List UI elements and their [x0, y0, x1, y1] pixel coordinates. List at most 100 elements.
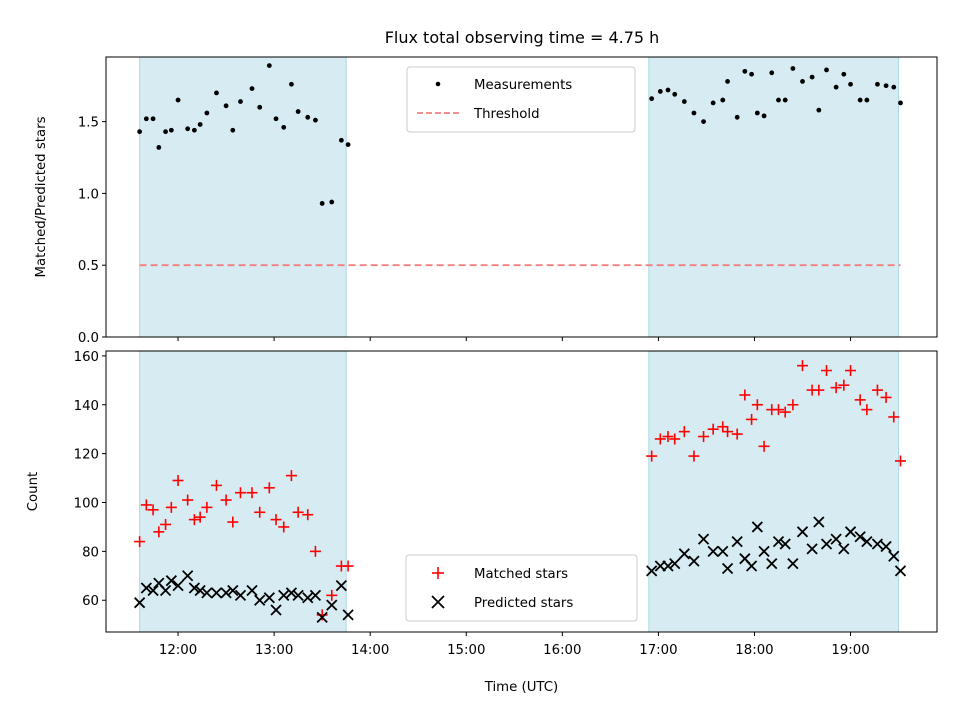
- bottom-y-tick-label-2: 100: [74, 496, 99, 511]
- measurement-point: [329, 199, 335, 205]
- predicted-star-point: [159, 584, 172, 597]
- predicted-star-point: [172, 579, 184, 592]
- measurement-point: [701, 119, 706, 125]
- legend-measurements-marker: [435, 81, 441, 87]
- predicted-star-point: [861, 535, 873, 548]
- top-legend-box: [406, 66, 636, 133]
- bottom-x-tick-label-3: 15:00: [447, 643, 485, 658]
- x-axis-label: Time (UTC): [484, 680, 559, 695]
- bottom-x-tick-label-7: 19:00: [831, 643, 869, 658]
- predicted-star-point: [278, 589, 290, 601]
- measurement-point: [883, 83, 889, 89]
- measurement-point: [710, 100, 716, 106]
- measurement-point: [168, 127, 174, 133]
- measurement-point: [238, 99, 243, 104]
- figure-title: Flux total observing time = 4.75 h: [385, 28, 660, 47]
- bottom-y-tick-label-4: 140: [74, 399, 99, 414]
- predicted-star-point: [854, 531, 866, 543]
- predicted-star-point: [646, 565, 658, 577]
- matched-star-point: [678, 426, 690, 438]
- matched-star-point: [160, 518, 172, 530]
- predicted-star-point: [227, 584, 239, 597]
- measurement-point: [776, 97, 781, 103]
- bottom-x-tick-label-4: 16:00: [543, 643, 581, 658]
- top-y-tick-label-0: 0.0: [78, 331, 99, 346]
- measurement-point: [681, 99, 687, 104]
- measurement-point: [864, 97, 870, 103]
- measurement-point: [281, 124, 287, 130]
- predicted-star-point: [796, 526, 809, 538]
- measurement-point: [185, 126, 191, 132]
- matched-star-point: [758, 440, 770, 452]
- predicted-star-point: [342, 609, 354, 621]
- measurement-point: [769, 70, 775, 76]
- measurement-point: [345, 142, 351, 147]
- measurement-point: [891, 84, 897, 90]
- measurement-point: [725, 79, 730, 84]
- predicted-star-point: [669, 557, 681, 570]
- measurement-point: [163, 129, 168, 135]
- matched-star-point: [172, 475, 184, 487]
- bottom-shaded-interval-0: [139, 350, 347, 633]
- top-y-tick-label-1: 0.5: [78, 259, 99, 274]
- top-axes-frame: [105, 56, 938, 338]
- predicted-star-point: [270, 604, 282, 616]
- legend-threshold-label: Threshold: [473, 107, 540, 122]
- matched-star-point: [234, 487, 246, 499]
- measurement-point: [742, 68, 748, 74]
- measurement-point: [657, 89, 663, 94]
- measurement-point: [720, 97, 726, 103]
- matched-star-point: [698, 431, 710, 443]
- measurement-point: [191, 127, 197, 133]
- bottom-y-tick-label-3: 120: [74, 448, 99, 463]
- measurement-point: [841, 71, 847, 77]
- measurement-point: [833, 84, 839, 90]
- predicted-star-point: [309, 589, 322, 601]
- matched-star-point: [147, 504, 159, 516]
- measurement-point: [197, 122, 203, 127]
- measurement-point: [857, 97, 863, 103]
- measurement-point: [800, 79, 805, 84]
- matched-star-point: [854, 394, 866, 406]
- matched-star-point: [669, 433, 681, 445]
- predicted-star-point: [292, 589, 304, 601]
- bottom-x-tick-label-5: 17:00: [639, 643, 677, 658]
- bottom-y-tick-label-1: 80: [82, 545, 99, 560]
- matched-star-point: [270, 514, 282, 526]
- measurement-point: [319, 201, 325, 206]
- measurement-point: [295, 109, 301, 114]
- top-x-ticks: [177, 337, 852, 341]
- predicted-star-point: [787, 557, 799, 570]
- predicted-star-point: [165, 575, 177, 587]
- predicted-star-point: [707, 545, 719, 558]
- matched-star-point: [134, 536, 146, 548]
- measurement-points: [137, 63, 903, 206]
- matched-star-point: [201, 501, 213, 513]
- matched-star-point: [871, 384, 883, 396]
- bottom-y-ticks: 60 80 100 120 140 160: [74, 350, 106, 609]
- matched-star-point: [894, 455, 906, 467]
- measurement-point: [754, 110, 760, 116]
- predicted-star-point: [194, 584, 206, 597]
- measurement-point: [809, 74, 815, 80]
- predicted-star-point: [871, 538, 884, 550]
- bottom-shaded-intervals: [139, 350, 900, 633]
- matched-star-point: [830, 382, 842, 394]
- matched-star-point: [140, 499, 152, 511]
- matched-star-point: [246, 487, 258, 499]
- matched-star-point: [182, 494, 194, 506]
- matched-star-point: [772, 404, 784, 416]
- predicted-star-point: [678, 548, 690, 560]
- matched-star-point: [751, 399, 763, 411]
- predicted-star-point: [844, 526, 857, 538]
- matched-star-point: [746, 413, 758, 425]
- matched-star-point: [731, 428, 743, 440]
- top-shaded-intervals: [139, 56, 900, 338]
- bottom-x-ticks: 12:00 13:00 14:00 15:00 16:00 17:00 18:00 19:00: [159, 632, 870, 658]
- top-y-tick-label-2: 1.0: [78, 187, 99, 202]
- bottom-x-tick-label-0: 12:00: [159, 643, 197, 658]
- legend-predicted-marker: [431, 595, 445, 609]
- measurement-point: [257, 104, 263, 110]
- predicted-star-point: [234, 589, 247, 601]
- legend-matched-label: Matched stars: [474, 567, 568, 582]
